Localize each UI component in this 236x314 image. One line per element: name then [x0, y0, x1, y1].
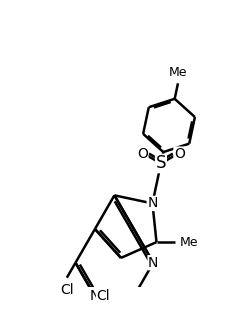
Text: S: S [156, 154, 166, 172]
Text: Cl: Cl [60, 283, 74, 297]
Text: N: N [148, 256, 159, 270]
Text: O: O [137, 147, 148, 161]
Text: O: O [174, 147, 185, 161]
Text: N: N [147, 197, 158, 210]
Text: Me: Me [169, 66, 187, 79]
Text: Cl: Cl [97, 290, 110, 303]
Text: Me: Me [180, 236, 198, 249]
Text: N: N [90, 290, 100, 303]
